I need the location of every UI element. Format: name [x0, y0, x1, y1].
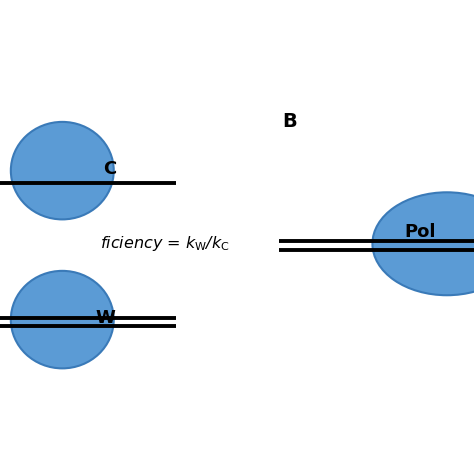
Ellipse shape — [11, 271, 114, 368]
Text: B: B — [283, 112, 297, 131]
Ellipse shape — [11, 122, 114, 219]
Ellipse shape — [373, 192, 474, 295]
Text: $\mathit{ficiency}$ = $\mathit{k}_\mathrm{W}$/$\mathit{k}_\mathrm{C}$: $\mathit{ficiency}$ = $\mathit{k}_\mathr… — [100, 234, 230, 253]
Text: W: W — [96, 309, 116, 327]
Text: Pol: Pol — [404, 223, 436, 241]
Text: C: C — [103, 160, 116, 178]
